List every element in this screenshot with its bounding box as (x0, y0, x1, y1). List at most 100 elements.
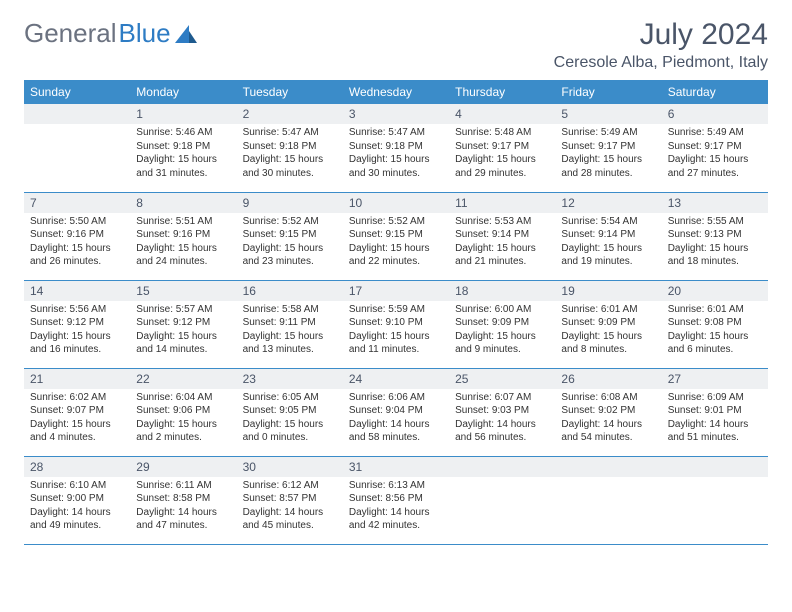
sunset-line: Sunset: 9:04 PM (349, 404, 443, 418)
sunset-line: Sunset: 9:06 PM (136, 404, 230, 418)
daylight-line: Daylight: 14 hours and 49 minutes. (30, 506, 124, 533)
sunset-line: Sunset: 9:11 PM (243, 316, 337, 330)
day-number: 14 (24, 281, 130, 301)
day-body: Sunrise: 5:52 AMSunset: 9:15 PMDaylight:… (237, 213, 343, 273)
calendar-cell (24, 104, 130, 192)
day-number: 3 (343, 104, 449, 124)
sunset-line: Sunset: 9:15 PM (349, 228, 443, 242)
sunset-line: Sunset: 9:09 PM (561, 316, 655, 330)
weekday-header: Monday (130, 80, 236, 104)
logo: GeneralBlue (24, 18, 197, 49)
sunrise-line: Sunrise: 5:49 AM (668, 126, 762, 140)
daylight-line: Daylight: 15 hours and 30 minutes. (243, 153, 337, 180)
daylight-line: Daylight: 14 hours and 51 minutes. (668, 418, 762, 445)
day-number (449, 457, 555, 477)
sunrise-line: Sunrise: 6:13 AM (349, 479, 443, 493)
day-body: Sunrise: 5:46 AMSunset: 9:18 PMDaylight:… (130, 124, 236, 184)
day-number: 16 (237, 281, 343, 301)
daylight-line: Daylight: 14 hours and 47 minutes. (136, 506, 230, 533)
calendar-cell: 7Sunrise: 5:50 AMSunset: 9:16 PMDaylight… (24, 192, 130, 280)
daylight-line: Daylight: 15 hours and 24 minutes. (136, 242, 230, 269)
day-number: 24 (343, 369, 449, 389)
calendar-cell: 22Sunrise: 6:04 AMSunset: 9:06 PMDayligh… (130, 368, 236, 456)
day-number: 22 (130, 369, 236, 389)
sunrise-line: Sunrise: 5:52 AM (349, 215, 443, 229)
sunset-line: Sunset: 9:15 PM (243, 228, 337, 242)
weekday-header: Friday (555, 80, 661, 104)
calendar-cell (555, 456, 661, 544)
daylight-line: Daylight: 15 hours and 11 minutes. (349, 330, 443, 357)
day-body: Sunrise: 6:09 AMSunset: 9:01 PMDaylight:… (662, 389, 768, 449)
sunset-line: Sunset: 8:57 PM (243, 492, 337, 506)
calendar-cell: 27Sunrise: 6:09 AMSunset: 9:01 PMDayligh… (662, 368, 768, 456)
sunrise-line: Sunrise: 5:57 AM (136, 303, 230, 317)
sunrise-line: Sunrise: 6:08 AM (561, 391, 655, 405)
day-number: 5 (555, 104, 661, 124)
day-number: 17 (343, 281, 449, 301)
day-body: Sunrise: 6:04 AMSunset: 9:06 PMDaylight:… (130, 389, 236, 449)
day-body: Sunrise: 5:49 AMSunset: 9:17 PMDaylight:… (555, 124, 661, 184)
calendar-cell: 6Sunrise: 5:49 AMSunset: 9:17 PMDaylight… (662, 104, 768, 192)
daylight-line: Daylight: 14 hours and 58 minutes. (349, 418, 443, 445)
location: Ceresole Alba, Piedmont, Italy (554, 54, 768, 72)
sunrise-line: Sunrise: 5:54 AM (561, 215, 655, 229)
sunrise-line: Sunrise: 6:00 AM (455, 303, 549, 317)
calendar-cell: 8Sunrise: 5:51 AMSunset: 9:16 PMDaylight… (130, 192, 236, 280)
logo-text-2: Blue (119, 18, 171, 49)
sunrise-line: Sunrise: 5:59 AM (349, 303, 443, 317)
day-number: 6 (662, 104, 768, 124)
calendar-cell: 28Sunrise: 6:10 AMSunset: 9:00 PMDayligh… (24, 456, 130, 544)
sunset-line: Sunset: 9:03 PM (455, 404, 549, 418)
sunset-line: Sunset: 9:12 PM (136, 316, 230, 330)
sunrise-line: Sunrise: 6:09 AM (668, 391, 762, 405)
calendar-cell: 20Sunrise: 6:01 AMSunset: 9:08 PMDayligh… (662, 280, 768, 368)
day-number: 31 (343, 457, 449, 477)
day-number: 20 (662, 281, 768, 301)
sunset-line: Sunset: 9:08 PM (668, 316, 762, 330)
calendar-cell: 1Sunrise: 5:46 AMSunset: 9:18 PMDaylight… (130, 104, 236, 192)
sunset-line: Sunset: 9:18 PM (243, 140, 337, 154)
day-body: Sunrise: 6:13 AMSunset: 8:56 PMDaylight:… (343, 477, 449, 537)
day-body: Sunrise: 6:11 AMSunset: 8:58 PMDaylight:… (130, 477, 236, 537)
day-number: 29 (130, 457, 236, 477)
daylight-line: Daylight: 15 hours and 2 minutes. (136, 418, 230, 445)
day-body: Sunrise: 6:12 AMSunset: 8:57 PMDaylight:… (237, 477, 343, 537)
sunrise-line: Sunrise: 5:55 AM (668, 215, 762, 229)
calendar-cell (662, 456, 768, 544)
weekday-header: Thursday (449, 80, 555, 104)
day-body: Sunrise: 5:51 AMSunset: 9:16 PMDaylight:… (130, 213, 236, 273)
sunset-line: Sunset: 9:14 PM (561, 228, 655, 242)
logo-triangle-icon (175, 25, 197, 43)
day-number (24, 104, 130, 124)
sunrise-line: Sunrise: 5:47 AM (243, 126, 337, 140)
weekday-header: Tuesday (237, 80, 343, 104)
day-body (24, 124, 130, 130)
calendar-table: SundayMondayTuesdayWednesdayThursdayFrid… (24, 80, 768, 545)
day-body: Sunrise: 6:10 AMSunset: 9:00 PMDaylight:… (24, 477, 130, 537)
calendar-cell: 21Sunrise: 6:02 AMSunset: 9:07 PMDayligh… (24, 368, 130, 456)
day-number: 19 (555, 281, 661, 301)
calendar-cell: 30Sunrise: 6:12 AMSunset: 8:57 PMDayligh… (237, 456, 343, 544)
daylight-line: Daylight: 15 hours and 29 minutes. (455, 153, 549, 180)
sunrise-line: Sunrise: 6:11 AM (136, 479, 230, 493)
calendar-body: 1Sunrise: 5:46 AMSunset: 9:18 PMDaylight… (24, 104, 768, 544)
sunset-line: Sunset: 9:12 PM (30, 316, 124, 330)
calendar-cell: 14Sunrise: 5:56 AMSunset: 9:12 PMDayligh… (24, 280, 130, 368)
day-body: Sunrise: 5:55 AMSunset: 9:13 PMDaylight:… (662, 213, 768, 273)
daylight-line: Daylight: 15 hours and 22 minutes. (349, 242, 443, 269)
sunrise-line: Sunrise: 5:51 AM (136, 215, 230, 229)
header: GeneralBlue July 2024 Ceresole Alba, Pie… (24, 18, 768, 72)
sunset-line: Sunset: 9:17 PM (668, 140, 762, 154)
sunrise-line: Sunrise: 5:50 AM (30, 215, 124, 229)
sunrise-line: Sunrise: 6:12 AM (243, 479, 337, 493)
daylight-line: Daylight: 15 hours and 19 minutes. (561, 242, 655, 269)
day-body: Sunrise: 6:05 AMSunset: 9:05 PMDaylight:… (237, 389, 343, 449)
day-body (449, 477, 555, 483)
sunrise-line: Sunrise: 6:07 AM (455, 391, 549, 405)
day-body: Sunrise: 5:49 AMSunset: 9:17 PMDaylight:… (662, 124, 768, 184)
day-body: Sunrise: 6:06 AMSunset: 9:04 PMDaylight:… (343, 389, 449, 449)
sunrise-line: Sunrise: 5:49 AM (561, 126, 655, 140)
daylight-line: Daylight: 15 hours and 14 minutes. (136, 330, 230, 357)
day-number: 23 (237, 369, 343, 389)
calendar-cell: 23Sunrise: 6:05 AMSunset: 9:05 PMDayligh… (237, 368, 343, 456)
